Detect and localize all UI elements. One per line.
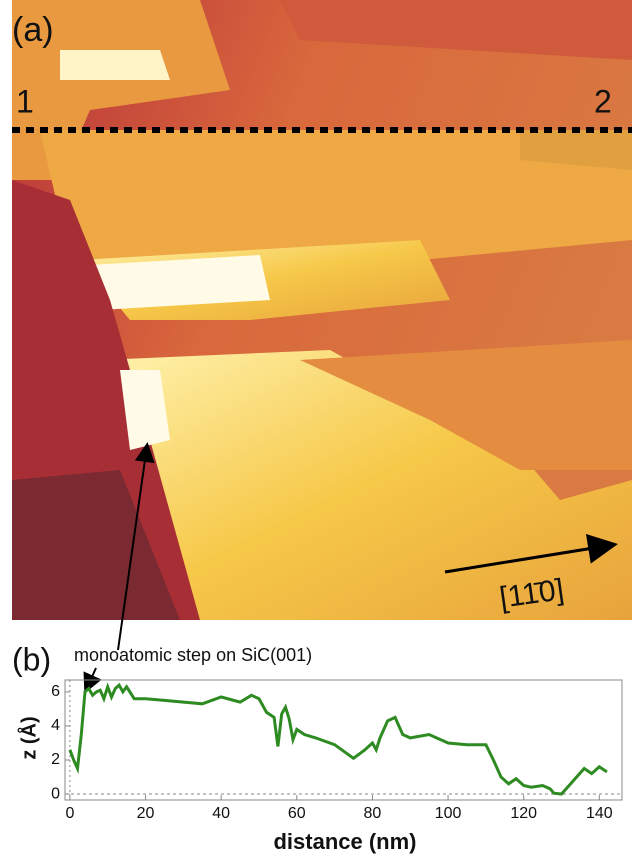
x-tick-label: 0 xyxy=(65,805,74,822)
y-tick-label: 4 xyxy=(51,717,60,734)
marker-start: 1 xyxy=(16,83,34,119)
annotation: monoatomic step on SiC(001) xyxy=(74,645,312,665)
panel-label: (b) xyxy=(12,641,51,677)
y-tick-label: 6 xyxy=(51,683,60,700)
x-tick-label: 140 xyxy=(586,805,613,822)
x-axis-label: distance (nm) xyxy=(273,829,416,854)
annotation-arrow xyxy=(86,668,96,690)
x-tick-label: 100 xyxy=(435,805,462,822)
panel-label: (a) xyxy=(12,11,54,49)
x-tick-label: 20 xyxy=(137,805,155,822)
page: (a) 1 2 [11̄0] (b) monoatomic step on Si… xyxy=(0,0,640,864)
x-tick-label: 120 xyxy=(510,805,537,822)
x-tick-label: 40 xyxy=(212,805,230,822)
profile-line xyxy=(70,685,607,794)
marker-end: 2 xyxy=(594,83,612,119)
x-tick-label: 60 xyxy=(288,805,306,822)
y-tick-label: 2 xyxy=(51,751,60,768)
x-tick-label: 80 xyxy=(364,805,382,822)
stm-image: (a) 1 2 [11̄0] xyxy=(12,0,632,650)
y-axis-label: z (Å) xyxy=(16,716,40,759)
figure: (a) 1 2 [11̄0] (b) monoatomic step on Si… xyxy=(0,0,640,859)
y-tick-label: 0 xyxy=(51,785,60,802)
